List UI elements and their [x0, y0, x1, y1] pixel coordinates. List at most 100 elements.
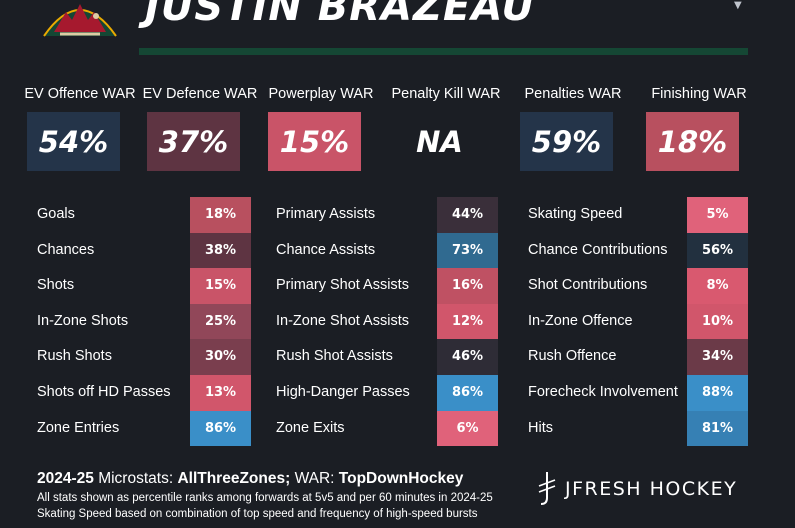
war-box: NA	[393, 112, 486, 171]
war-value: 37%	[158, 124, 229, 159]
stat-row: Rush Shots 30%	[37, 339, 251, 375]
war-ev-offence: EV Offence WAR 54%	[17, 86, 143, 176]
microstats-source: AllThreeZones;	[177, 470, 291, 487]
stat-label: Goals	[37, 206, 75, 222]
footnote-percentile: All stats shown as percentile ranks amon…	[37, 492, 493, 504]
war-box: 59%	[520, 112, 613, 171]
stat-row: Rush Offence 34%	[528, 339, 748, 375]
stat-row: Hits 81%	[528, 410, 748, 447]
stat-percentile: 18%	[190, 197, 251, 233]
stat-percentile: 25%	[190, 303, 251, 340]
stat-row: Rush Shot Assists 46%	[276, 339, 498, 375]
stat-label: In-Zone Shot Assists	[276, 312, 409, 329]
war-label: Penalties WAR	[524, 86, 622, 102]
stat-percentile: 86%	[437, 374, 498, 411]
war-box: 18%	[646, 112, 739, 171]
stat-percentile: 56%	[687, 232, 748, 269]
stat-percentile: 8%	[687, 268, 748, 304]
stat-percentile: 30%	[190, 339, 251, 375]
stat-row: Goals 18%	[37, 197, 251, 233]
stat-label: Skating Speed	[528, 206, 623, 222]
microstats-label: Microstats:	[93, 470, 178, 487]
stat-percentile: 86%	[190, 410, 251, 447]
stat-percentile: 15%	[190, 268, 251, 304]
stats-column-passing: Primary Assists 44% Chance Assists 73% Prima…	[276, 197, 498, 447]
stat-row: Forecheck Involvement 88%	[528, 374, 748, 411]
war-powerplay: Powerplay WAR 15%	[258, 86, 384, 176]
stat-percentile: 46%	[437, 339, 498, 375]
stats-column-transition: Skating Speed 5% Chance Contributions 56% Sh…	[528, 197, 748, 447]
stats-column-shooting: Goals 18% Chances 38% Shots 15% In-Zone Shots 2…	[37, 197, 251, 447]
stat-row: Skating Speed 5%	[528, 197, 748, 233]
stat-row: Primary Assists 44%	[276, 197, 498, 233]
stat-percentile: 12%	[437, 303, 498, 340]
war-finishing: Finishing WAR 18%	[636, 86, 762, 176]
season: 2024-25	[37, 470, 94, 487]
stat-percentile: 10%	[687, 303, 748, 340]
stat-percentile: 38%	[190, 232, 251, 269]
war-label: Powerplay WAR	[268, 86, 374, 102]
stat-label: In-Zone Offence	[528, 312, 633, 329]
stat-percentile: 34%	[687, 339, 748, 375]
war-penalties: Penalties WAR 59%	[510, 86, 636, 176]
war-value: 15%	[279, 124, 350, 159]
header: JUSTIN BRAZEAU ▼	[0, 0, 795, 60]
war-value: 59%	[531, 124, 602, 159]
stat-row: Zone Entries 86%	[37, 410, 251, 447]
war-source: TopDownHockey	[338, 470, 464, 487]
stat-label: Rush Shots	[37, 348, 112, 365]
stat-row: Shot Contributions 8%	[528, 268, 748, 304]
jfresh-logo-icon	[535, 470, 557, 508]
footnote-skating: Skating Speed based on combination of to…	[37, 508, 478, 520]
stat-row: In-Zone Shots 25%	[37, 303, 251, 340]
stat-label: Rush Shot Assists	[276, 348, 393, 365]
stat-percentile: 6%	[437, 410, 498, 447]
war-ev-defence: EV Defence WAR 37%	[137, 86, 263, 176]
war-label: EV Defence WAR	[142, 86, 258, 102]
stat-label: Hits	[528, 419, 553, 436]
war-penalty-kill: Penalty Kill WAR NA	[383, 86, 509, 176]
stat-label: Shots	[37, 277, 75, 294]
war-value: NA	[416, 124, 463, 159]
stat-label: Shots off HD Passes	[37, 383, 171, 400]
stat-label: Shot Contributions	[528, 277, 648, 294]
stat-label: High-Danger Passes	[276, 383, 410, 400]
war-label: Finishing WAR	[651, 86, 747, 102]
stat-row: Shots 15%	[37, 268, 251, 304]
stat-label: Chances	[37, 241, 95, 258]
footer: 2024-25 Microstats: AllThreeZones; WAR: …	[37, 470, 537, 520]
stat-row: In-Zone Offence 10%	[528, 303, 748, 340]
war-summary: EV Offence WAR 54% EV Defence WAR 37% Po…	[0, 86, 795, 176]
player-name: JUSTIN BRAZEAU	[145, 0, 535, 30]
stat-label: Chance Contributions	[528, 241, 668, 258]
war-value: 54%	[38, 124, 109, 159]
stat-label: Chance Assists	[276, 241, 376, 258]
stat-label: Forecheck Involvement	[528, 383, 678, 400]
stat-row: Primary Shot Assists 16%	[276, 268, 498, 304]
war-box: 54%	[27, 112, 120, 171]
stat-label: Zone Entries	[37, 419, 120, 436]
stat-percentile: 73%	[437, 232, 498, 269]
stat-percentile: 13%	[190, 374, 251, 411]
chevron-down-icon[interactable]: ▼	[734, 0, 742, 11]
stat-percentile: 88%	[687, 374, 748, 411]
stat-percentile: 44%	[437, 197, 498, 233]
war-box: 15%	[268, 112, 361, 171]
wild-logo-icon	[40, 0, 120, 44]
stat-row: Chance Contributions 56%	[528, 232, 748, 269]
war-box: 37%	[147, 112, 240, 171]
stat-row: Shots off HD Passes 13%	[37, 374, 251, 411]
stat-row: Chances 38%	[37, 232, 251, 269]
war-label: Penalty Kill WAR	[391, 86, 501, 102]
source-line: 2024-25 Microstats: AllThreeZones; WAR: …	[37, 470, 537, 488]
stat-row: In-Zone Shot Assists 12%	[276, 303, 498, 340]
title-underline	[139, 48, 748, 55]
stat-label: In-Zone Shots	[37, 312, 129, 329]
stat-label: Primary Shot Assists	[276, 277, 409, 294]
stat-percentile: 16%	[437, 268, 498, 304]
brand-name: JFRESH HOCKEY	[565, 478, 738, 500]
stat-percentile: 5%	[687, 197, 748, 233]
war-label: WAR:	[290, 470, 339, 487]
stat-row: Zone Exits 6%	[276, 410, 498, 447]
war-label: EV Offence WAR	[24, 86, 136, 102]
